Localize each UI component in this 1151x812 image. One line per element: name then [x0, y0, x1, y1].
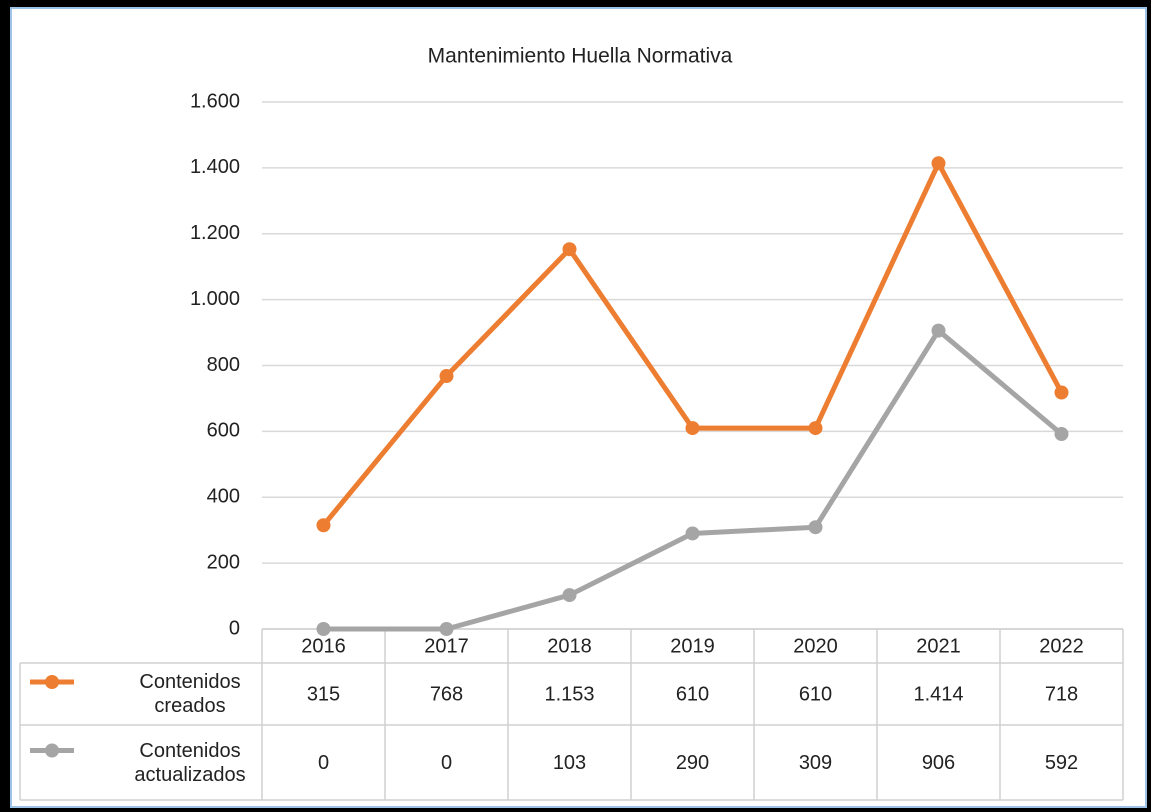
x-tick-label: 2020 — [793, 635, 838, 657]
point — [562, 588, 577, 603]
y-tick-label: 200 — [207, 551, 240, 573]
point — [562, 242, 577, 257]
table-value: 718 — [1045, 683, 1078, 705]
point — [931, 156, 946, 171]
y-tick-label: 1.400 — [190, 156, 240, 178]
y-tick-label: 1.600 — [190, 90, 240, 112]
point — [685, 526, 700, 541]
table-value: 103 — [553, 752, 586, 774]
table-value: 309 — [799, 752, 832, 774]
table-value: 0 — [441, 752, 452, 774]
table-value: 610 — [799, 683, 832, 705]
legend-marker — [45, 675, 59, 689]
point — [1054, 427, 1069, 442]
point — [439, 369, 454, 384]
x-tick-label: 2016 — [301, 635, 346, 657]
x-tick-label: 2022 — [1039, 635, 1084, 657]
table-value: 0 — [318, 752, 329, 774]
y-tick-label: 0 — [229, 617, 240, 639]
table-value: 592 — [1045, 752, 1078, 774]
point — [1054, 385, 1069, 400]
y-tick-label: 1.200 — [190, 222, 240, 244]
point — [316, 518, 331, 533]
point — [931, 323, 946, 338]
table-value: 610 — [676, 683, 709, 705]
y-tick-label: 600 — [207, 420, 240, 442]
legend-marker — [45, 743, 59, 758]
table-value: 768 — [430, 683, 463, 705]
point — [439, 622, 454, 636]
x-tick-label: 2021 — [916, 635, 961, 657]
y-tick-label: 800 — [207, 354, 240, 376]
series-line — [321, 160, 1064, 527]
legend-label: Contenidos creados — [139, 671, 241, 717]
table-value: 290 — [676, 752, 709, 774]
x-tick-label: 2018 — [547, 635, 592, 657]
chart-title: Mantenimiento Huella Normativa — [428, 45, 733, 68]
x-tick-label: 2019 — [670, 635, 715, 657]
legend-label: Contenidos actualizados — [134, 739, 246, 786]
x-tick-label: 2017 — [424, 635, 469, 657]
table-value: 1.414 — [913, 683, 963, 705]
y-tick-label: 1.000 — [190, 288, 240, 310]
y-tick-label: 400 — [207, 486, 240, 508]
table-value: 906 — [922, 752, 955, 774]
point — [316, 622, 331, 636]
series-line — [323, 328, 1064, 632]
point — [808, 520, 823, 535]
table-value: 315 — [307, 683, 340, 705]
point — [808, 421, 823, 436]
table-value: 1.153 — [544, 683, 594, 705]
chart-frame: Mantenimiento Huella Normativa 0 200 400 60… — [10, 7, 1147, 808]
point — [685, 421, 700, 436]
